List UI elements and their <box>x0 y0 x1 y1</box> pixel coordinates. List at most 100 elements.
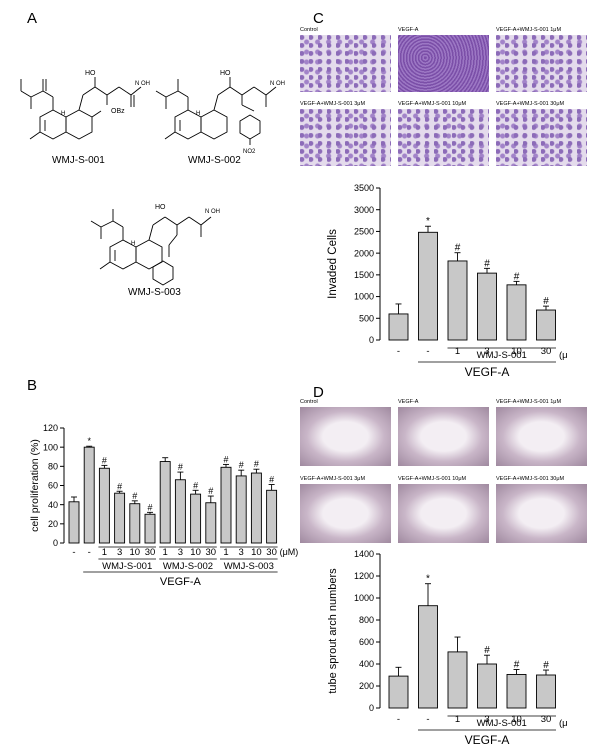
y-tick-label: 2000 <box>354 248 374 258</box>
significance-mark: # <box>514 660 520 671</box>
group-label: WMJ-S-003 <box>224 561 274 572</box>
invasion-photo <box>496 35 587 92</box>
bar <box>250 472 262 544</box>
significance-mark: * <box>426 216 430 227</box>
tube-photo <box>398 484 489 543</box>
nhoh-label: N OH <box>135 81 150 87</box>
treatment-label: VEGF-A <box>465 365 510 378</box>
invasion-photo-caption: VEGF-A+WMJ-S-001 3μM <box>300 101 366 107</box>
category-label: 1 <box>223 547 228 558</box>
bar <box>447 651 468 709</box>
significance-mark: * <box>87 436 91 446</box>
compound-label-3: WMJ-S-003 <box>128 287 181 298</box>
bar <box>536 674 556 709</box>
category-label: - <box>397 346 400 357</box>
treatment-label: VEGF-A <box>465 733 510 747</box>
y-tick-label: 40 <box>48 500 58 510</box>
significance-mark: # <box>543 296 549 307</box>
h-label-3: H <box>131 241 135 247</box>
y-tick-label: 2500 <box>354 227 374 237</box>
tube-photo-caption: VEGF-A+WMJ-S-001 1μM <box>496 399 562 405</box>
category-label: - <box>397 714 400 725</box>
category-label: 10 <box>511 346 522 357</box>
category-label: 3 <box>239 547 244 558</box>
invasion-photo-caption: VEGF-A+WMJ-S-001 30μM <box>496 101 565 107</box>
significance-mark: # <box>239 460 244 470</box>
y-tick-label: 800 <box>359 615 374 625</box>
chart-invasion: 0 500 1000 1500 2000 2500 3000 3500 Invaded Cell… <box>327 183 568 378</box>
y-tick-label: 1000 <box>354 593 374 603</box>
category-label: 30 <box>541 346 552 357</box>
tube-photo <box>496 407 587 466</box>
y-tick-label: 100 <box>43 442 58 452</box>
invasion-photo-caption: VEGF-A+WMJ-S-001 10μM <box>398 101 467 107</box>
bar <box>98 467 110 544</box>
y-axis-label: tube sprout arch numbers <box>327 568 339 694</box>
bar <box>266 489 278 544</box>
tube-photo <box>496 484 587 543</box>
significance-mark: * <box>426 574 430 585</box>
tube-photo <box>300 484 391 543</box>
ho-label-3: HO <box>155 204 166 211</box>
bar <box>144 513 156 544</box>
y-tick-label: 0 <box>369 703 374 713</box>
category-label: - <box>88 547 91 558</box>
y-tick-label: 200 <box>359 681 374 691</box>
bar <box>190 493 202 544</box>
bar <box>536 309 556 341</box>
tube-photo-caption: VEGF-A+WMJ-S-001 10μM <box>398 476 467 482</box>
tube-photo-caption: VEGF-A+WMJ-S-001 30μM <box>496 476 565 482</box>
chart-tube-sprout: 0 200 400 600 800 1000 1200 1400 tube sprout arc… <box>327 549 568 747</box>
panel-letter-d: D <box>313 384 324 401</box>
tube-photo-caption: VEGF-A <box>398 399 419 405</box>
tube-photo <box>398 407 489 466</box>
ho-label-2: HO <box>220 70 231 77</box>
y-tick-label: 120 <box>43 423 58 433</box>
significance-mark: # <box>455 243 461 254</box>
y-tick-label: 3000 <box>354 205 374 215</box>
structure-wmj-s-001: HO OBz N OH H <box>20 70 150 140</box>
group-label: WMJ-S-001 <box>102 561 152 572</box>
bar <box>83 446 95 544</box>
y-tick-label: 400 <box>359 659 374 669</box>
invasion-photo <box>398 109 489 166</box>
y-tick-label: 80 <box>48 461 58 471</box>
y-tick-label: 1200 <box>354 571 374 581</box>
significance-mark: # <box>484 645 490 656</box>
invasion-photo <box>398 35 489 92</box>
significance-mark: # <box>223 454 228 464</box>
group-label: WMJ-S-001 <box>477 718 527 729</box>
significance-mark: # <box>208 486 213 496</box>
significance-mark: # <box>117 481 122 491</box>
significance-mark: # <box>132 491 137 501</box>
tube-photo-caption: VEGF-A+WMJ-S-001 3μM <box>300 476 366 482</box>
nhoh-label-3: N OH <box>205 209 220 215</box>
ho-label: HO <box>85 70 96 77</box>
bar <box>68 501 80 544</box>
category-label: 3 <box>484 714 489 725</box>
y-tick-label: 1400 <box>354 549 374 559</box>
y-axis-label: cell proliferation (%) <box>30 439 41 532</box>
no2-label: NO2 <box>243 149 256 155</box>
significance-mark: # <box>193 480 198 490</box>
bar <box>506 673 527 709</box>
invasion-photo-caption: VEGF-A+WMJ-S-001 1μM <box>496 27 562 33</box>
category-label: 3 <box>117 547 122 558</box>
bar <box>418 605 438 709</box>
treatment-label: VEGF-A <box>160 576 202 588</box>
category-label: 1 <box>455 714 460 725</box>
y-tick-label: 1000 <box>354 292 374 302</box>
category-label: 30 <box>266 547 277 558</box>
bar <box>506 284 527 341</box>
group-label: WMJ-S-002 <box>163 561 213 572</box>
significance-mark: # <box>269 475 274 485</box>
category-label: 10 <box>130 547 141 558</box>
y-tick-label: 60 <box>48 481 58 491</box>
invasion-photo <box>300 109 391 166</box>
unit-label: (μM) <box>280 547 299 557</box>
y-tick-label: 3500 <box>354 183 374 193</box>
significance-mark: # <box>254 459 259 469</box>
bar <box>159 461 171 544</box>
category-label: 10 <box>251 547 262 558</box>
bar <box>220 466 232 544</box>
